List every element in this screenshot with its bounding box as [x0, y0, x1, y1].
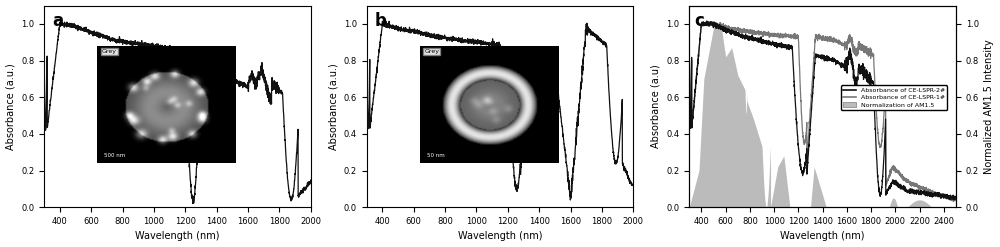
Y-axis label: Absorbance (a.u.): Absorbance (a.u.) — [6, 63, 16, 150]
X-axis label: Wavelength (nm): Wavelength (nm) — [135, 231, 220, 242]
Y-axis label: Absorbance (a.u.): Absorbance (a.u.) — [328, 63, 338, 150]
Y-axis label: Absorbance (a.u): Absorbance (a.u) — [651, 64, 661, 148]
Text: a: a — [52, 12, 63, 30]
Legend: Absorbance of CE-LSPR-2#, Absorbance of CE-LSPR-1#, Normalization of AM1.5: Absorbance of CE-LSPR-2#, Absorbance of … — [841, 85, 947, 110]
Text: c: c — [695, 12, 704, 30]
X-axis label: Wavelength (nm): Wavelength (nm) — [458, 231, 542, 242]
Y-axis label: Normalized AM1.5 Intensity: Normalized AM1.5 Intensity — [984, 39, 994, 174]
Text: b: b — [375, 12, 387, 30]
X-axis label: Wavelength (nm): Wavelength (nm) — [780, 231, 865, 242]
